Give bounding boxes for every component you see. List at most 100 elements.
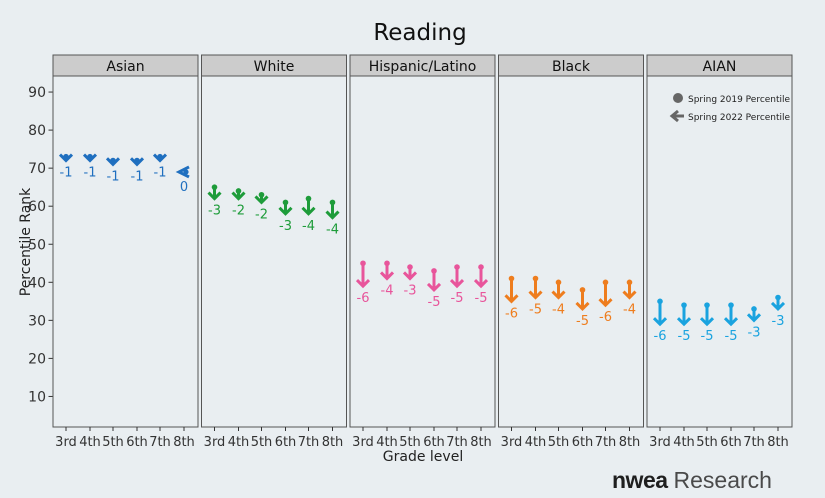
panel-border	[201, 75, 347, 428]
change-label: -5	[529, 303, 542, 318]
change-label: -3	[772, 314, 785, 329]
change-label: -2	[255, 207, 268, 222]
change-label: -2	[232, 204, 245, 219]
x-tick-label: 4th	[79, 435, 101, 450]
x-tick-label: 6th	[572, 435, 594, 450]
spring-2022-arrow	[325, 210, 340, 220]
y-tick-label: 70	[28, 161, 46, 177]
x-tick-label: 7th	[149, 435, 171, 450]
nwea-research-logo: nwea Research	[612, 467, 772, 493]
change-label: -1	[154, 166, 167, 181]
change-label: -3	[279, 219, 292, 234]
panel: White 3rd -3 4th -2 5th -2 6th -3 7th -4 8th -4	[201, 54, 347, 450]
change-label: -3	[208, 204, 221, 219]
y-tick-label: 10	[28, 389, 46, 405]
x-tick-label: 7th	[743, 435, 765, 450]
change-label: -3	[748, 325, 761, 340]
change-label: -1	[60, 166, 73, 181]
x-tick-label: 3rd	[649, 435, 671, 450]
change-label: -6	[357, 291, 370, 306]
spring-2022-arrow	[278, 206, 293, 216]
x-tick-label: 7th	[595, 435, 617, 450]
x-tick-label: 6th	[275, 435, 297, 450]
change-label: -5	[701, 329, 714, 344]
change-label: -6	[505, 306, 518, 321]
change-label: -6	[599, 310, 612, 325]
spring-2022-arrow	[528, 290, 543, 300]
panel: Black 3rd -6 4th -5 5th -4 6th -5 7th -6 8th -4	[498, 54, 644, 450]
spring-2022-arrow	[58, 153, 74, 163]
y-tick-label: 40	[28, 275, 46, 291]
change-label: 0	[180, 180, 188, 195]
y-tick-label: 20	[28, 351, 46, 367]
spring-2022-arrow	[379, 271, 395, 281]
legend-item-2022: Spring 2022 Percentile	[688, 113, 791, 123]
y-axis-label: Percentile Rank	[18, 187, 34, 296]
change-label: -4	[326, 223, 339, 238]
panel: Asian 3rd -1 4th -1 5th -1 6th -1 7th -1 8th 0	[52, 54, 199, 450]
x-tick-label: 8th	[173, 435, 195, 450]
spring-2022-arrow	[402, 271, 418, 281]
change-label: -5	[725, 329, 738, 344]
change-label: -1	[107, 169, 120, 184]
x-tick-label: 6th	[423, 435, 445, 450]
change-label: -4	[552, 303, 565, 318]
spring-2022-arrow	[207, 191, 222, 201]
x-tick-label: 5th	[696, 435, 718, 450]
change-label: -5	[475, 291, 488, 306]
change-label: -5	[451, 291, 464, 306]
spring-2022-arrow	[551, 290, 566, 300]
panel-border	[498, 75, 644, 428]
panel-border	[52, 75, 199, 428]
x-tick-label: 7th	[446, 435, 468, 450]
x-tick-label: 5th	[102, 435, 124, 450]
legend: Spring 2019 Percentile Spring 2022 Percen…	[669, 93, 791, 123]
spring-2022-arrow	[746, 313, 762, 323]
x-tick-label: 5th	[548, 435, 570, 450]
spring-2022-arrow	[770, 301, 786, 312]
change-label: -1	[84, 166, 97, 181]
spring-2022-arrow	[723, 317, 739, 327]
x-tick-label: 4th	[228, 435, 250, 450]
panel-title: Asian	[106, 59, 144, 75]
x-tick-label: 3rd	[55, 435, 77, 450]
x-tick-label: 4th	[673, 435, 695, 450]
change-label: -1	[131, 169, 144, 184]
x-tick-label: 6th	[126, 435, 148, 450]
panel-title: Black	[552, 59, 591, 75]
y-tick-label: 50	[28, 237, 46, 253]
x-tick-label: 5th	[251, 435, 273, 450]
y-tick-label: 90	[28, 85, 46, 101]
spring-2022-arrow	[699, 317, 715, 327]
spring-2022-arrow	[301, 206, 316, 216]
spring-2022-arrow	[473, 279, 489, 289]
x-tick-label: 8th	[322, 435, 344, 450]
change-label: -4	[623, 303, 636, 318]
panel-border	[646, 75, 793, 428]
x-axis-label: Grade level	[383, 449, 463, 465]
spring-2022-arrow	[575, 301, 590, 312]
panels: Asian 3rd -1 4th -1 5th -1 6th -1 7th -1 8th 0 White 3…	[52, 54, 793, 450]
x-tick-label: 7th	[298, 435, 320, 450]
x-tick-label: 8th	[767, 435, 789, 450]
x-tick-label: 3rd	[352, 435, 374, 450]
spring-2022-arrow	[254, 195, 269, 205]
spring-2022-arrow	[426, 282, 442, 293]
spring-2022-arrow	[652, 317, 668, 327]
x-tick-label: 3rd	[204, 435, 226, 450]
spring-2022-arrow	[231, 191, 246, 201]
panel-title: Hispanic/Latino	[369, 59, 477, 75]
spring-2022-arrow	[449, 279, 465, 289]
x-tick-label: 4th	[376, 435, 398, 450]
chart-title: Reading	[373, 20, 466, 46]
spring-2022-arrow	[504, 294, 519, 304]
x-tick-label: 8th	[619, 435, 641, 450]
x-tick-label: 4th	[525, 435, 547, 450]
change-label: -4	[302, 219, 315, 234]
legend-arrow-icon	[669, 109, 679, 123]
change-label: -5	[428, 295, 441, 310]
spring-2022-arrow	[152, 153, 168, 163]
change-label: -5	[576, 314, 589, 329]
panel: AIAN 3rd -6 4th -5 5th -5 6th -5 7th -3 8th -3	[646, 54, 793, 450]
